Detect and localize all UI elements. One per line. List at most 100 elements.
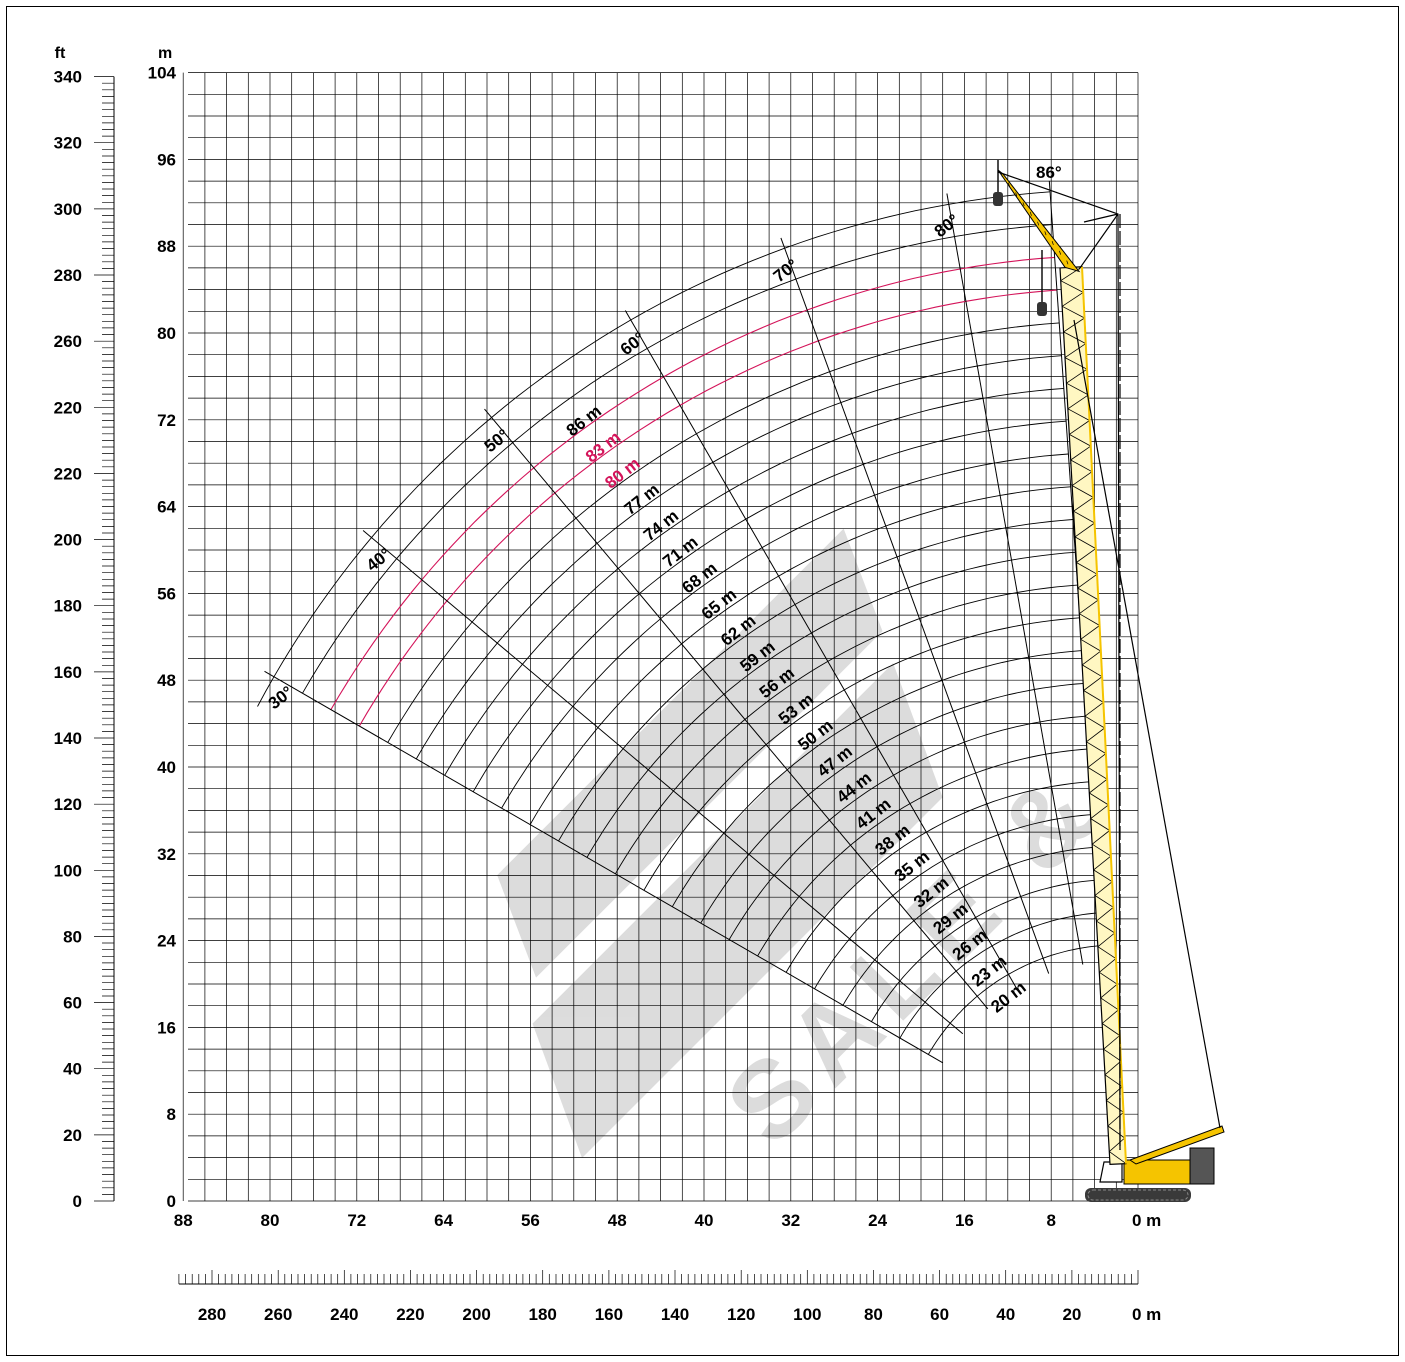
jib-angle-label: 86° [1036,163,1062,182]
m-axis-tick-label: 80 [157,324,176,343]
jib-curve [927,945,1103,1055]
ft-axis-unit: ft [55,45,66,62]
ft-xaxis-tick-label: 260 [264,1305,292,1324]
ft-xaxis-tick-label: 220 [396,1305,424,1324]
ft-axis-tick-label: 140 [54,729,82,748]
m-xaxis-tick-label: 56 [521,1211,540,1230]
ft-axis-tick-label: 40 [63,1060,82,1079]
m-axis-tick-label: 16 [157,1018,176,1037]
outer-border [6,6,1399,1356]
ft-xaxis-tick-label: 40 [996,1305,1015,1324]
range-curves [257,180,1105,1064]
ft-axis-tick-label: 20 [63,1126,82,1145]
ft-axis-tick-label: 60 [63,994,82,1013]
ft-xaxis-tick-label: 20 [1062,1305,1081,1324]
envelope-curve [257,191,1051,707]
jib-length-label: 74 m [640,506,682,545]
jib-curve [387,322,1060,743]
ft-axis-tick-label: 100 [54,861,82,880]
jib-length-label: 71 m [659,532,701,571]
m-axis-unit: m [158,45,172,62]
crane-drawing [993,160,1225,1202]
ft-axis-tick-label: 0 [73,1192,82,1211]
ft-axis-tick-label: 80 [63,927,82,946]
crane-track [1085,1188,1191,1202]
ft-axis-tick-label: 280 [54,266,82,285]
m-axis-tick-label: 0 [167,1192,176,1211]
jib-curve [586,551,1076,858]
jib-curve [472,420,1067,792]
jib-curve [558,519,1073,842]
m-axis-tick-label: 48 [157,671,176,690]
ft-xaxis-tick-label: 100 [793,1305,821,1324]
jib-length-label: 83 m [582,428,624,467]
jib-curve [700,682,1085,924]
jib-curve [871,879,1099,1022]
jib-curve [671,650,1083,907]
ft-hruler-ticks [178,1270,1139,1284]
jib-length-label: 68 m [679,559,721,598]
crane-jib-chord [1081,266,1127,1164]
watermark-bar [497,528,883,978]
jib-curve [757,748,1090,957]
jib-length-label: 77 m [621,480,663,519]
hook-block [993,192,1003,206]
m-xaxis-tick-label: 32 [781,1211,800,1230]
m-xaxis-tick-label: 64 [434,1211,453,1230]
m-axis-tick-label: 56 [157,584,176,603]
jib-angle-label: 50° [481,425,513,456]
angle-line [362,530,964,1035]
jib-curve [358,289,1057,727]
m-axis-tick-label: 72 [157,411,176,430]
grid [182,72,1139,1202]
jib-length-label: 80 m [601,454,643,493]
crane-track-links [1087,1189,1189,1201]
angle-line [264,670,943,1064]
crane-jib-lattice [1060,266,1127,1164]
jib-curve [529,486,1071,825]
m-xaxis-tick-label: 24 [868,1211,887,1230]
m-xaxis-tick-label: 16 [955,1211,974,1230]
angle-line [624,310,1018,989]
ft-axis-tick-label: 300 [54,200,82,219]
m-axis-tick-label: 88 [157,237,176,256]
jib-curve [899,912,1101,1039]
jib-curve [415,355,1062,760]
ft-xaxis-tick-label: 280 [198,1305,226,1324]
ft-axis-tick-label: 260 [54,332,82,351]
ft-xaxis-tick-label: 120 [727,1305,755,1324]
ft-xaxis-tick-label: 0 m [1132,1305,1161,1324]
jib-curve [643,617,1080,891]
watermark-bar [532,663,943,1158]
ft-axis-tick-label: 120 [54,795,82,814]
ft-xaxis-tick-label: 80 [864,1305,883,1324]
ft-axis-tick-label: 160 [54,663,82,682]
jib-curve [842,846,1096,1006]
jib-angle-label: 80° [931,210,963,241]
ft-xaxis-tick-label: 240 [330,1305,358,1324]
ft-axis-tick-label: 220 [54,398,82,417]
m-axis-tick-label: 96 [157,150,176,169]
jib-curve [814,814,1094,990]
jib-curve [501,453,1069,809]
ft-xaxis-tick-label: 60 [930,1305,949,1324]
axes: m 0 8 16 24 32 40 48 56 64 72 80 88 96 104 ft 0 20 40 60 80 1… [54,45,1162,1324]
grid-lines [182,72,1139,1202]
jib-curve [728,715,1087,940]
ft-axis-tick-label: 340 [54,68,82,87]
ft-xaxis-tick-label: 180 [529,1305,557,1324]
crane-aframe [1128,1125,1225,1165]
crane-fly-lattice [1000,172,1069,265]
ft-xaxis-tick-label: 140 [661,1305,689,1324]
crane-cab [1099,1161,1123,1183]
crane-guy-lines [997,171,1221,1151]
m-xaxis-tick-label: 40 [695,1211,714,1230]
m-xaxis-tick-label: 80 [261,1211,280,1230]
jib-curve [615,584,1078,875]
jib-length-label: 86 m [563,401,605,440]
m-axis-tick-label: 64 [157,498,176,517]
chart-labels: 86 m83 m80 m77 m74 m71 m68 m65 m62 m59 m… [265,163,1062,1017]
m-xaxis-tick-label: 8 [1046,1211,1055,1230]
m-xaxis-tick-label: 48 [608,1211,627,1230]
